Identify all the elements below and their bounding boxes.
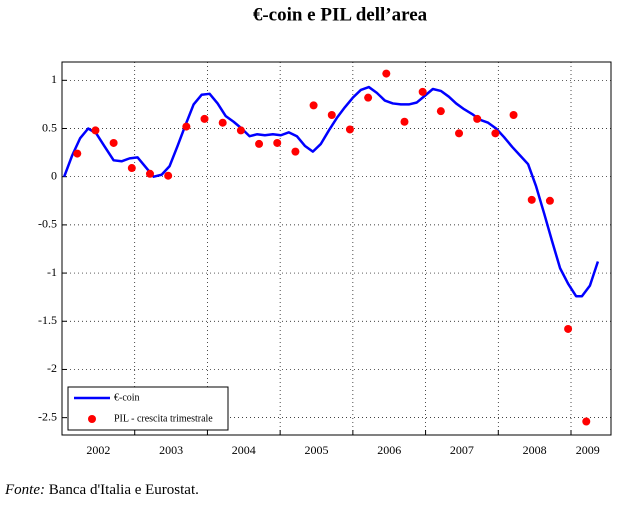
data-point [164, 171, 173, 180]
x-tick-label: 2009 [576, 443, 600, 457]
data-point [200, 114, 209, 123]
y-tick-label: -1.5 [38, 313, 57, 327]
x-tick-label: 2006 [377, 443, 401, 457]
data-point [127, 164, 136, 173]
chart: €-coin e PIL dell’area 1 0.5 0 -0.5 -1 -1.5 -2… [38, 4, 612, 457]
x-tick-label: 2004 [232, 443, 256, 457]
data-point [273, 138, 282, 147]
source-text: Banca d'Italia e Eurostat. [48, 482, 199, 498]
data-point [255, 139, 264, 148]
legend-label: €-coin [114, 392, 140, 403]
data-point [509, 111, 518, 120]
y-tick-label: -0.5 [38, 217, 57, 231]
x-tick-label: 2003 [159, 443, 183, 457]
data-point [73, 149, 82, 158]
x-tick-label: 2002 [86, 443, 110, 457]
y-tick-label: 1 [51, 72, 57, 86]
legend-label: PIL - crescita trimestrale [114, 413, 213, 424]
data-point [182, 122, 191, 131]
chart-title: €-coin e PIL dell’area [253, 4, 428, 25]
data-point [236, 126, 245, 135]
data-point [527, 195, 536, 204]
data-point [345, 125, 354, 134]
data-point [218, 118, 227, 127]
data-point [545, 196, 554, 205]
y-tick-label: -2 [47, 361, 57, 375]
data-point [309, 101, 318, 110]
source-note: Fonte: Banca d'Italia e Eurostat. [5, 482, 199, 499]
data-point [491, 129, 500, 138]
data-point [455, 129, 464, 138]
data-point [91, 126, 100, 135]
data-point [291, 147, 300, 156]
y-tick-label: 0.5 [42, 120, 57, 134]
y-tick-label: 0 [51, 168, 57, 182]
data-point [364, 93, 373, 102]
data-point [400, 117, 409, 126]
plot-frame [61, 61, 612, 436]
legend-swatch [88, 415, 96, 423]
data-point [436, 107, 445, 116]
line-series [63, 85, 600, 298]
x-tick-label: 2007 [450, 443, 474, 457]
source-label: Fonte: [5, 482, 45, 498]
data-point [582, 417, 591, 426]
data-point [327, 111, 336, 120]
data-point [145, 169, 154, 178]
x-tick-label: 2005 [305, 443, 329, 457]
legend-box [67, 386, 229, 431]
data-point [109, 138, 118, 147]
y-tick-label: -2.5 [38, 409, 57, 423]
y-tick-label: -1 [47, 265, 57, 279]
data-point [418, 87, 427, 96]
data-point [382, 69, 391, 78]
data-point [564, 324, 573, 333]
data-point [473, 114, 482, 123]
x-tick-label: 2008 [523, 443, 547, 457]
